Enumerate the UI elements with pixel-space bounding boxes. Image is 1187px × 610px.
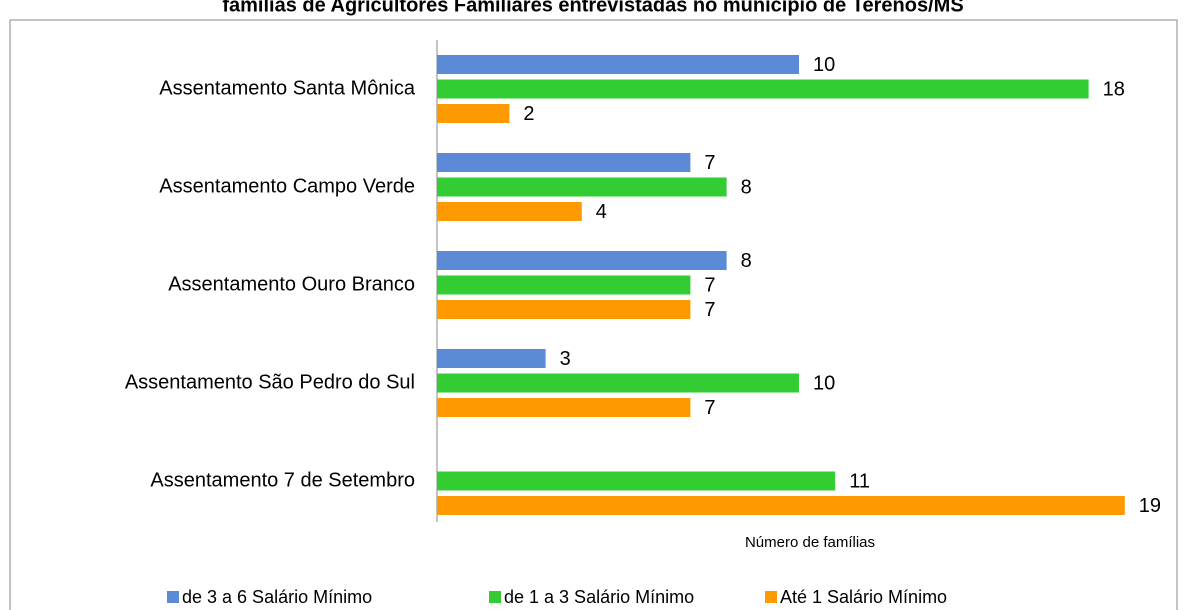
value-label: 7 (704, 299, 715, 321)
x-axis-label: Número de famílias (745, 534, 875, 551)
legend-swatch (489, 591, 501, 603)
value-label: 19 (1139, 495, 1161, 517)
category-label: Assentamento São Pedro do Sul (125, 371, 415, 393)
value-label: 7 (704, 152, 715, 174)
value-label: 4 (596, 201, 607, 223)
value-label: 18 (1103, 78, 1125, 100)
value-label: 3 (560, 348, 571, 370)
bar (437, 177, 727, 197)
bar (437, 104, 510, 123)
value-label: 8 (741, 176, 752, 198)
value-label: 10 (813, 372, 835, 394)
value-label: 10 (813, 54, 835, 76)
bar (437, 349, 546, 368)
bar (437, 153, 691, 172)
chart-frame (9, 19, 1178, 610)
category-label: Assentamento Campo Verde (159, 175, 415, 197)
value-label: 7 (704, 274, 715, 296)
legend-swatch (765, 591, 777, 603)
chart-title: famílias de Agricultores Familiares entr… (222, 0, 963, 16)
bar (437, 373, 799, 393)
category-label: Assentamento Santa Mônica (159, 77, 416, 99)
legend-label: de 3 a 6 Salário Mínimo (182, 587, 372, 607)
value-label: 11 (849, 470, 870, 492)
value-label: 2 (523, 103, 534, 125)
bar (437, 202, 582, 221)
bar (437, 79, 1089, 99)
category-label: Assentamento Ouro Branco (168, 273, 415, 295)
bar (437, 471, 836, 491)
bar (437, 275, 691, 295)
value-label: 7 (704, 397, 715, 419)
bar (437, 251, 727, 270)
legend-swatch (167, 591, 179, 603)
bar (437, 55, 799, 74)
category-label: Assentamento 7 de Setembro (150, 469, 415, 491)
value-label: 8 (741, 250, 752, 272)
bar (437, 398, 691, 417)
legend-label: Até 1 Salário Mínimo (780, 587, 947, 607)
bar (437, 496, 1125, 515)
bar (437, 300, 691, 319)
legend-label: de 1 a 3 Salário Mínimo (504, 587, 694, 607)
